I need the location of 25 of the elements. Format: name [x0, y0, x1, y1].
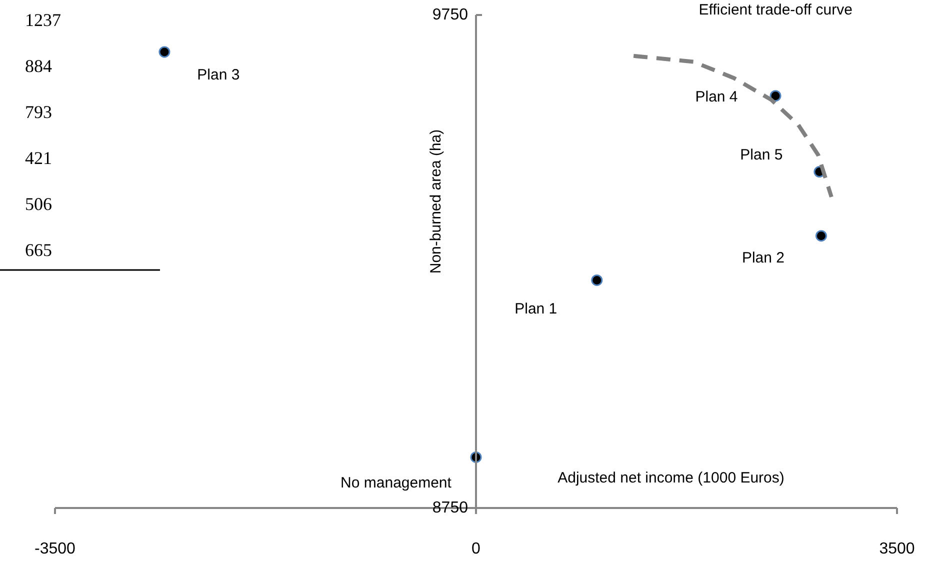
- x-axis-title: Adjusted net income (1000 Euros): [558, 470, 784, 486]
- text: 421: [25, 148, 52, 168]
- annotation: Plan 2: [742, 249, 784, 266]
- y-tick-label: 8750: [432, 500, 468, 516]
- y-tick-label: 9750: [432, 6, 468, 24]
- x-tick-label: -3500: [34, 540, 76, 558]
- text: 884: [25, 56, 52, 76]
- text: 665: [25, 240, 52, 260]
- point: [815, 230, 827, 242]
- point: [591, 274, 603, 286]
- point: [770, 90, 782, 102]
- annotation: 1237: [25, 10, 61, 30]
- annotation: Plan 3: [197, 66, 240, 84]
- annotation: Plan 4: [695, 88, 738, 106]
- x-tick-label: 3500: [879, 540, 915, 558]
- annotation: Plan 1: [514, 300, 558, 318]
- annotation: Plan 5: [740, 146, 783, 164]
- annotation: No management: [340, 474, 452, 492]
- line-series: [632, 54, 834, 199]
- point: [158, 46, 170, 58]
- x-tick-label: 0: [472, 540, 481, 558]
- y-axis-title: Non-burned area (ha): [428, 129, 444, 274]
- text: Efficient trade-off curve: [698, 1, 852, 18]
- text: 506: [25, 194, 52, 214]
- text: 793: [25, 102, 52, 122]
